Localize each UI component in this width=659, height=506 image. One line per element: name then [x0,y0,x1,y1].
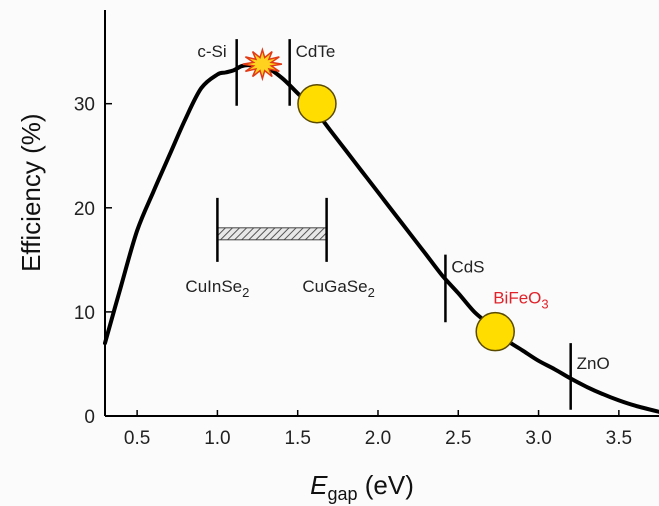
starburst-icon [242,47,283,82]
material-markers: c-Si CdTe CdS ZnO [197,39,610,410]
y-tick-label: 20 [74,199,95,220]
x-tick-label: 1.0 [204,428,230,449]
x-tick-label: 0.5 [124,428,150,449]
efficiency-curve [103,63,659,414]
axes [104,10,659,417]
cuinse2-cugase2-range: CuInSe2 CuGaSe2 [185,197,375,300]
y-tick-label: 30 [74,95,95,116]
marker-label-zno: ZnO [577,354,610,373]
x-axis-title-sub: gap [327,484,357,504]
y-tick-label: 10 [74,303,95,324]
burst-layer [242,47,283,82]
marker-label-c-si: c-Si [197,42,226,61]
point-label-sub: 3 [541,297,548,312]
highlight-points: BiFeO3 [297,83,549,352]
x-tick-label: 2.0 [365,428,391,449]
y-axis-title: Efficiency (%) [16,113,46,271]
range-bar-fill [216,227,328,241]
x-tick-label: 2.5 [445,428,471,449]
range-label-cuinse2-main: CuInSe [185,277,242,296]
x-tick-label: 1.5 [284,428,310,449]
range-label-cugase2-sub: 2 [368,285,375,300]
range-label-cuinse2: CuInSe2 [185,277,249,300]
x-ticks: 0.5 1.0 1.5 2.0 2.5 3.0 3.5 [124,410,632,449]
y-tick-label: 0 [84,407,95,428]
marker-label-cds: CdS [451,258,484,277]
x-axis-title: Egap (eV) [310,470,414,504]
highlight-point [297,83,337,124]
x-tick-label: 3.5 [606,428,632,449]
range-label-cugase2: CuGaSe2 [302,277,374,300]
range-label-cuinse2-sub: 2 [242,285,249,300]
x-axis-title-rest: (eV) [358,470,414,500]
marker-label-cdte: CdTe [296,42,336,61]
range-label-cugase2-main: CuGaSe [302,277,367,296]
x-axis-title-main: E [310,470,328,500]
highlight-point [475,311,515,352]
y-ticks: 0 10 20 30 [74,95,112,428]
point-label-bifeo3: BiFeO3 [493,289,548,312]
x-tick-label: 3.0 [525,428,551,449]
point-label-main: BiFeO [493,289,541,308]
